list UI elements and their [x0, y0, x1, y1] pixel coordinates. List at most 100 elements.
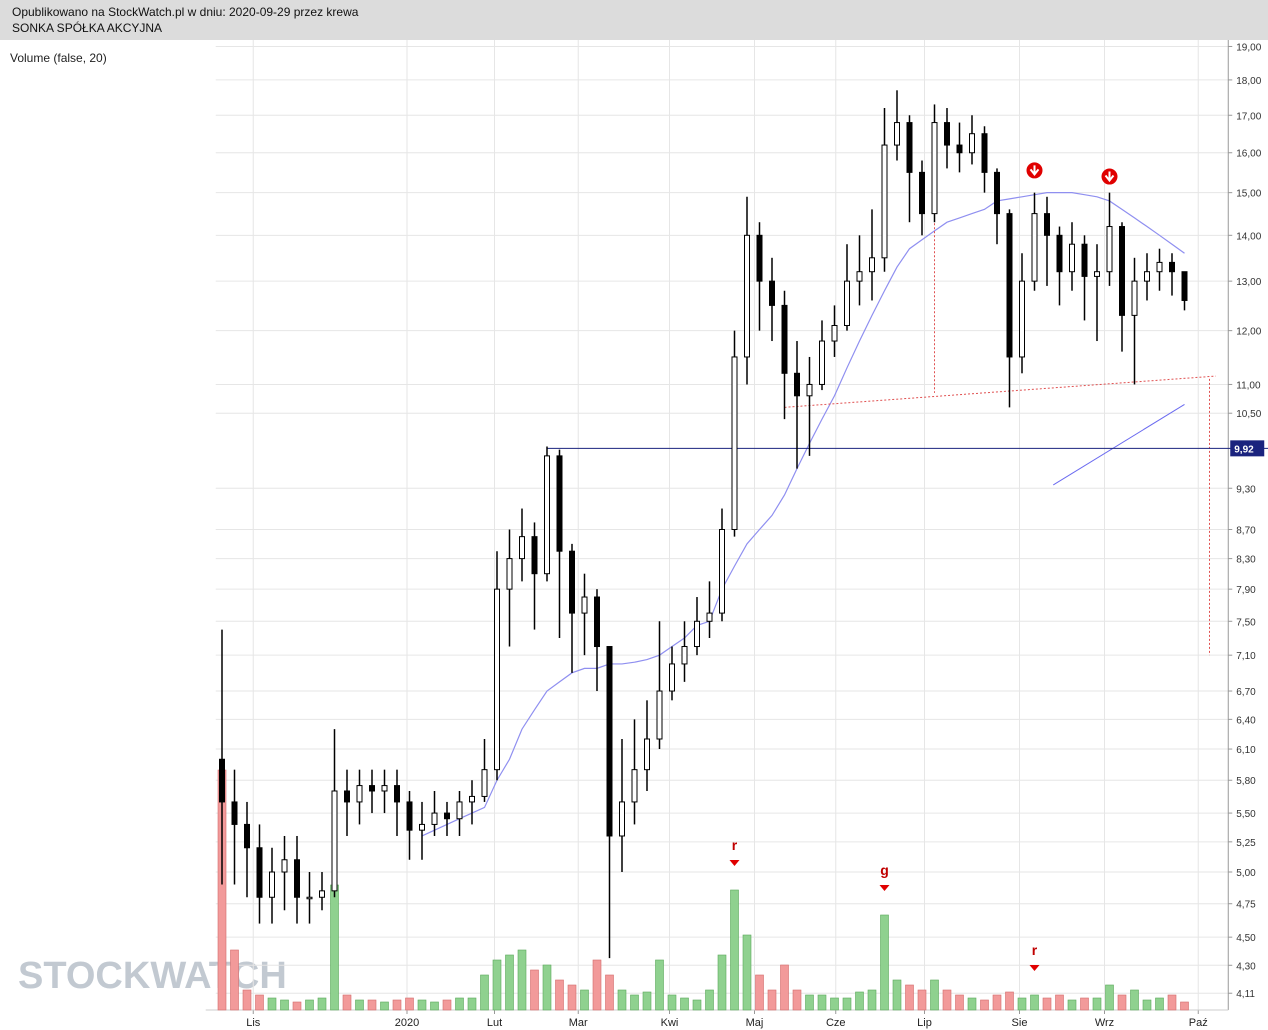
x-tick-label: Lut	[487, 1017, 502, 1029]
volume-bar	[492, 959, 502, 1011]
candle-body	[531, 536, 538, 575]
y-tick-label: 4,50	[1236, 933, 1256, 944]
candle-body	[1144, 271, 1150, 282]
candle-body	[794, 372, 800, 397]
signal-label: r	[732, 837, 738, 853]
x-tick-label: Sie	[1012, 1017, 1028, 1029]
y-tick-label: 9,30	[1236, 484, 1256, 495]
volume-bar	[742, 934, 752, 1011]
watermark: STOCKWATCH	[18, 955, 287, 997]
y-tick-label: 15,00	[1236, 189, 1261, 200]
volume-bar	[1080, 997, 1089, 1011]
x-tick-label: 2020	[395, 1017, 419, 1029]
candle-body	[1031, 213, 1038, 282]
published-text: Opublikowano na StockWatch.pl w dniu: 20…	[12, 5, 359, 19]
volume-bar	[1030, 994, 1039, 1011]
chart: Volume (false, 20) STOCKWATCH 19,00 18,00…	[10, 40, 1268, 1029]
candle-body	[331, 790, 338, 892]
volume-bar	[367, 999, 377, 1011]
candle-body	[1081, 243, 1088, 277]
x-tick-label: Cze	[826, 1017, 846, 1029]
volume-bar	[1180, 1001, 1189, 1011]
x-tick-label: Maj	[746, 1017, 764, 1029]
candle-body	[994, 171, 1000, 215]
candle-body	[619, 801, 625, 837]
candle-body	[481, 769, 488, 797]
volume-bar	[930, 979, 939, 1011]
y-tick-label: 16,00	[1236, 149, 1261, 160]
candle-body	[431, 812, 438, 825]
volume-bar	[242, 989, 252, 1011]
volume-bar	[980, 999, 989, 1011]
volume-bar	[905, 984, 914, 1011]
y-tick-label: 17,00	[1236, 111, 1261, 122]
volume-bar	[880, 914, 889, 1011]
candle-body	[356, 785, 363, 803]
volume-bar	[717, 954, 727, 1011]
volume-bar	[342, 994, 352, 1011]
volume-bar	[255, 994, 264, 1011]
volume-bar	[955, 994, 964, 1011]
volume-bar	[580, 989, 589, 1011]
candle-body	[544, 455, 550, 575]
candle-body	[394, 785, 400, 803]
candle-body	[281, 859, 288, 873]
candle-body	[506, 558, 513, 590]
volume-bar	[480, 974, 489, 1011]
candle-body	[594, 596, 600, 648]
candle-body	[869, 257, 875, 273]
volume-bar	[280, 999, 289, 1011]
volume-bar	[655, 959, 664, 1011]
candle-body	[256, 847, 263, 898]
signal-triangle	[729, 860, 740, 866]
candle-body	[894, 122, 900, 146]
candle-body	[456, 801, 463, 820]
volume-bar	[1155, 997, 1164, 1011]
volume-bar	[517, 949, 527, 1011]
volume-bar	[305, 999, 314, 1011]
candle-body	[1169, 261, 1175, 273]
candle-body	[681, 646, 688, 665]
candle-body	[406, 801, 413, 831]
y-tick-label: 6,70	[1236, 687, 1256, 698]
volume-bar	[1042, 997, 1052, 1011]
candle-body	[556, 455, 563, 552]
candle-body	[731, 356, 738, 531]
y-tick-label: 5,00	[1236, 868, 1256, 879]
candle-body	[369, 785, 375, 792]
candle-body	[969, 133, 975, 154]
candle-body	[919, 171, 925, 215]
volume-bar	[1067, 999, 1077, 1011]
signal-triangle	[879, 885, 890, 891]
volume-bar	[767, 989, 777, 1011]
company-name: SONKA SPÓŁKA AKCYJNA	[12, 21, 163, 35]
volume-bar	[892, 979, 902, 1011]
candle-body	[906, 122, 913, 173]
volume-bar	[592, 959, 602, 1011]
x-tick-label: Paź	[1189, 1017, 1208, 1029]
candle-body	[806, 383, 813, 397]
y-tick-label: 5,50	[1236, 809, 1256, 820]
candle-body	[1119, 226, 1125, 316]
volume-bar	[567, 984, 577, 1011]
volume-bar	[680, 997, 689, 1011]
x-tick-label: Wrz	[1095, 1017, 1114, 1029]
y-tick-label: 12,00	[1236, 327, 1261, 338]
volume-bar	[1005, 991, 1014, 1011]
candle-body	[1156, 261, 1163, 273]
volume-bar	[530, 969, 539, 1011]
y-tick-label: 6,10	[1236, 745, 1256, 756]
candle-body	[381, 785, 388, 792]
y-tick-label: 4,11	[1236, 989, 1255, 1000]
volume-bar	[442, 999, 452, 1011]
candle-body	[644, 738, 650, 771]
candle-body	[756, 234, 763, 282]
x-tick-label: Mar	[569, 1017, 588, 1029]
candle-body	[244, 823, 250, 849]
volume-bar	[617, 989, 627, 1011]
candle-body	[469, 795, 475, 803]
candle-body	[856, 271, 863, 282]
signal-triangle	[1029, 965, 1040, 971]
volume-bar	[855, 991, 864, 1011]
